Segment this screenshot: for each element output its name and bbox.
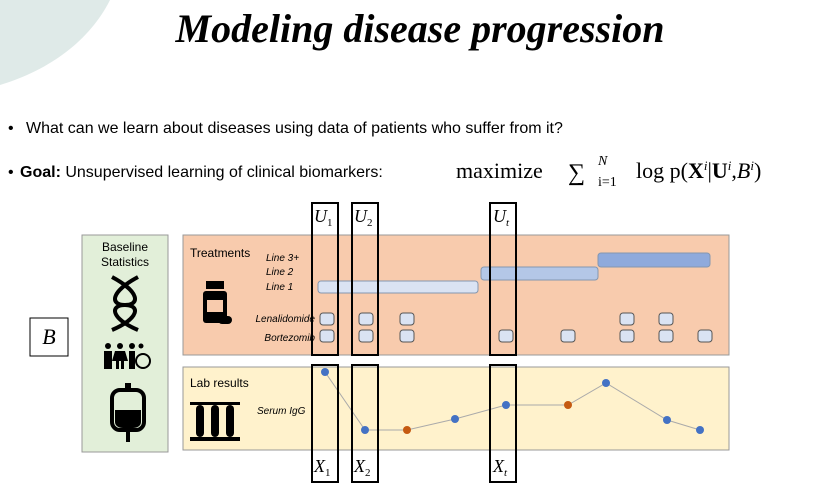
b-box bbox=[29, 317, 69, 357]
x-window bbox=[311, 364, 339, 483]
sub: 2 bbox=[365, 467, 371, 479]
line-label: Line 3+ bbox=[266, 253, 299, 264]
baseline-label: Baseline bbox=[102, 240, 148, 254]
dose bbox=[358, 329, 374, 343]
baseline-label: Statistics bbox=[101, 255, 149, 269]
dose bbox=[319, 329, 335, 343]
dna-icon bbox=[111, 275, 139, 332]
point bbox=[403, 426, 411, 434]
u-label: U2 bbox=[354, 206, 373, 229]
u-label: Ut bbox=[493, 206, 510, 229]
doses bbox=[319, 312, 713, 343]
lab-panel bbox=[182, 366, 730, 451]
decoration bbox=[0, 0, 110, 85]
line-labels: Line 3+ Line 2 Line 1 Lenalidomide Borte… bbox=[256, 253, 316, 344]
dose bbox=[658, 312, 674, 326]
iv-icon bbox=[110, 383, 146, 442]
dose bbox=[619, 312, 635, 326]
f: i bbox=[750, 158, 754, 173]
point bbox=[663, 416, 671, 424]
dose bbox=[358, 312, 374, 326]
f: B bbox=[737, 158, 750, 183]
x: X bbox=[492, 456, 505, 476]
formula-body: log p(Xi|Ui,Bi) bbox=[636, 158, 761, 183]
x: X bbox=[313, 456, 326, 476]
f: ) bbox=[754, 158, 761, 183]
f: , bbox=[731, 158, 737, 183]
lab-label: Lab results bbox=[190, 376, 249, 390]
f: i bbox=[728, 158, 732, 173]
u-window bbox=[311, 202, 339, 356]
marker-label: Serum IgG bbox=[257, 406, 306, 417]
dose bbox=[697, 329, 713, 343]
formula-op: maximize bbox=[456, 158, 543, 183]
bullet-dot: • bbox=[8, 164, 14, 181]
dose bbox=[498, 329, 514, 343]
igg-points bbox=[321, 368, 704, 434]
treatments-label: Treatments bbox=[190, 246, 250, 260]
point bbox=[696, 426, 704, 434]
sub: 2 bbox=[367, 217, 373, 229]
formula-lower: i=1 bbox=[598, 175, 617, 190]
point bbox=[451, 415, 459, 423]
sub: t bbox=[504, 467, 508, 479]
line2-bar bbox=[480, 266, 599, 281]
bullet-dot: • bbox=[8, 120, 14, 137]
point bbox=[602, 379, 610, 387]
f: U bbox=[712, 158, 728, 183]
drug-label: Bortezomib bbox=[264, 333, 315, 344]
x-label: X2 bbox=[353, 456, 371, 479]
pill-icon bbox=[203, 281, 232, 324]
u: U bbox=[314, 206, 328, 226]
f: | bbox=[707, 158, 711, 183]
formula-sum: ∑ bbox=[568, 160, 585, 186]
dose bbox=[560, 329, 576, 343]
f: X bbox=[688, 158, 704, 183]
formula-upper: N bbox=[597, 154, 608, 169]
x-label: Xt bbox=[492, 456, 508, 479]
sub: 1 bbox=[327, 217, 333, 229]
dose bbox=[319, 312, 335, 326]
goal-text: Unsupervised learning of clinical biomar… bbox=[65, 164, 382, 181]
f: i bbox=[704, 158, 708, 173]
dose bbox=[658, 329, 674, 343]
tubes-icon bbox=[190, 402, 240, 441]
point bbox=[321, 368, 329, 376]
sub: t bbox=[506, 217, 510, 229]
dose bbox=[399, 312, 415, 326]
sub: 1 bbox=[325, 467, 331, 479]
dose bbox=[619, 329, 635, 343]
dose bbox=[399, 329, 415, 343]
point bbox=[361, 426, 369, 434]
goal: Goal: bbox=[20, 164, 61, 181]
f: log p( bbox=[636, 158, 688, 183]
x-label: X1 bbox=[313, 456, 331, 479]
u-label: U1 bbox=[314, 206, 333, 229]
line3-bar bbox=[597, 252, 711, 268]
line-label: Line 2 bbox=[266, 267, 294, 278]
window-labels: U1 U2 Ut X1 X2 Xt bbox=[313, 206, 510, 479]
u: U bbox=[354, 206, 368, 226]
b-label: B bbox=[42, 324, 55, 349]
u-window bbox=[351, 202, 379, 356]
bullet-text: What can we learn about diseases using d… bbox=[26, 120, 563, 137]
point bbox=[564, 401, 572, 409]
x: X bbox=[353, 456, 366, 476]
point bbox=[502, 401, 510, 409]
formula: maximize ∑ N i=1 log p(Xi|Ui,Bi) bbox=[456, 154, 761, 190]
u-window bbox=[489, 202, 517, 356]
title: Modeling disease progression bbox=[175, 6, 665, 51]
u: U bbox=[493, 206, 507, 226]
x-window bbox=[351, 364, 379, 483]
line1-bar bbox=[317, 280, 479, 294]
drug-label: Lenalidomide bbox=[256, 314, 316, 325]
line-label: Line 1 bbox=[266, 282, 293, 293]
windows bbox=[311, 202, 517, 483]
bullet-text: Goal: Unsupervised learning of clinical … bbox=[20, 164, 383, 181]
x-window bbox=[489, 364, 517, 483]
people-icon bbox=[104, 343, 151, 369]
